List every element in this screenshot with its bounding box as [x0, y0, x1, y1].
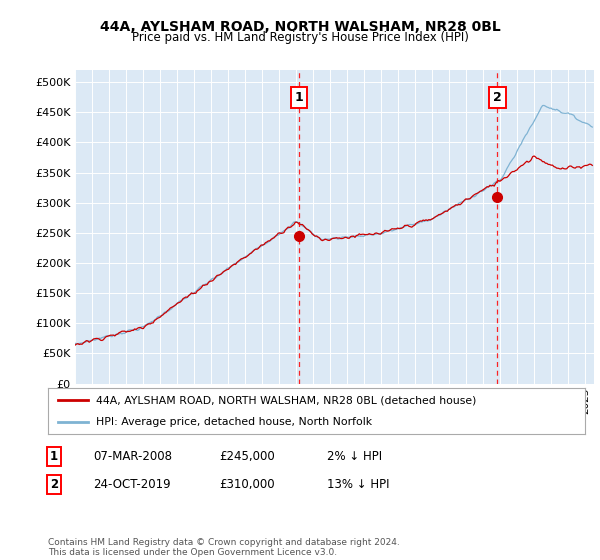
Text: 44A, AYLSHAM ROAD, NORTH WALSHAM, NR28 0BL: 44A, AYLSHAM ROAD, NORTH WALSHAM, NR28 0… — [100, 20, 500, 34]
Text: 2% ↓ HPI: 2% ↓ HPI — [327, 450, 382, 463]
Text: Contains HM Land Registry data © Crown copyright and database right 2024.
This d: Contains HM Land Registry data © Crown c… — [48, 538, 400, 557]
Text: 44A, AYLSHAM ROAD, NORTH WALSHAM, NR28 0BL (detached house): 44A, AYLSHAM ROAD, NORTH WALSHAM, NR28 0… — [97, 395, 477, 405]
Text: £310,000: £310,000 — [219, 478, 275, 491]
Text: 2: 2 — [50, 478, 58, 491]
Text: 1: 1 — [295, 91, 304, 104]
Text: 24-OCT-2019: 24-OCT-2019 — [93, 478, 170, 491]
Text: £245,000: £245,000 — [219, 450, 275, 463]
Text: Price paid vs. HM Land Registry's House Price Index (HPI): Price paid vs. HM Land Registry's House … — [131, 31, 469, 44]
Text: 07-MAR-2008: 07-MAR-2008 — [93, 450, 172, 463]
Text: 1: 1 — [50, 450, 58, 463]
Text: HPI: Average price, detached house, North Norfolk: HPI: Average price, detached house, Nort… — [97, 417, 373, 427]
Text: 2: 2 — [493, 91, 502, 104]
Text: 13% ↓ HPI: 13% ↓ HPI — [327, 478, 389, 491]
